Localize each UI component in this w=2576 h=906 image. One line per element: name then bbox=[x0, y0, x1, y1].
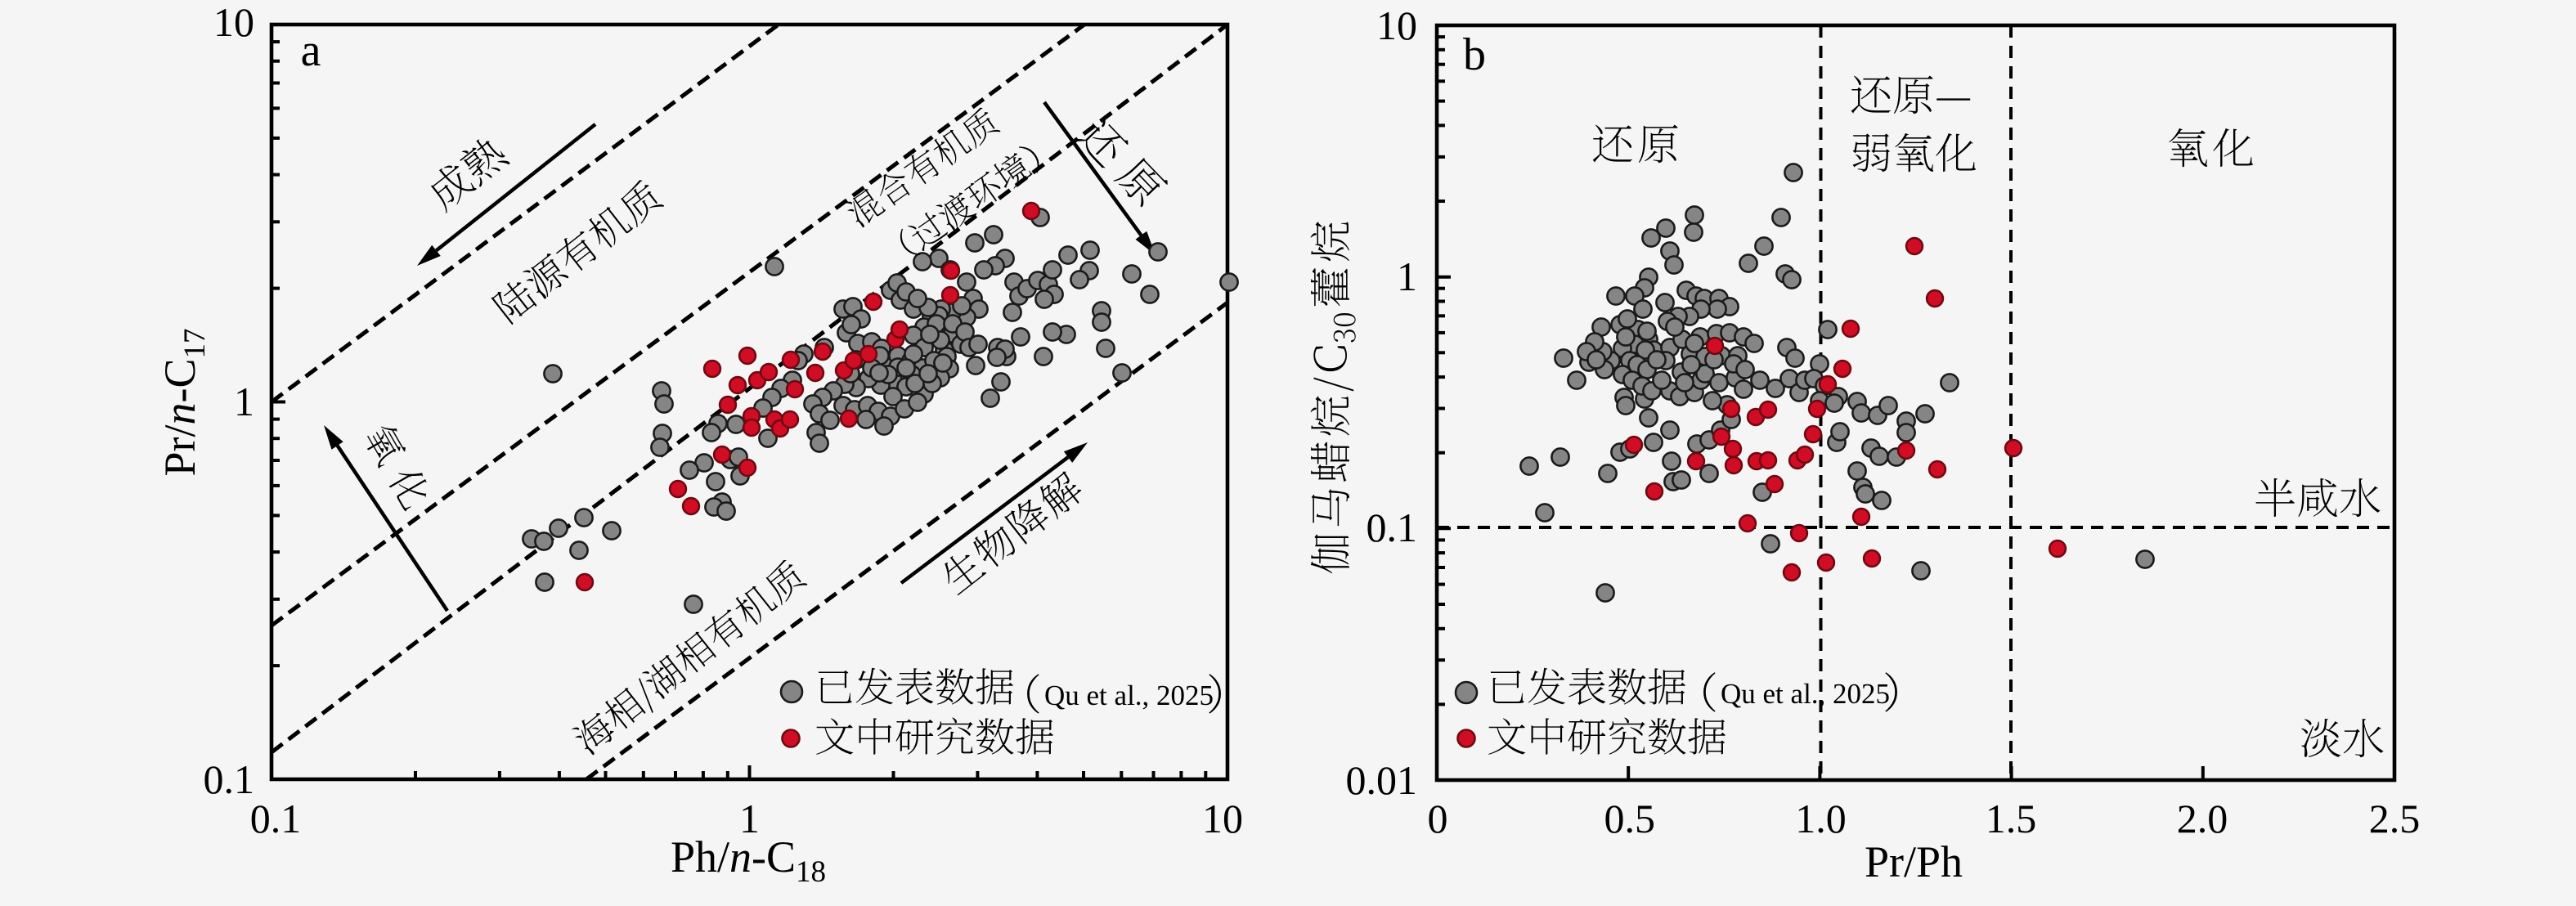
svg-text:0.1: 0.1 bbox=[1367, 505, 1418, 550]
svg-text:b: b bbox=[1463, 29, 1486, 80]
svg-text:2.0: 2.0 bbox=[2177, 796, 2228, 841]
svg-text:0.1: 0.1 bbox=[204, 756, 255, 802]
svg-text:1: 1 bbox=[739, 796, 760, 841]
svg-text:10: 10 bbox=[1376, 2, 1417, 48]
svg-text:1.5: 1.5 bbox=[1986, 796, 2037, 841]
svg-text:10: 10 bbox=[213, 0, 254, 45]
svg-text:1.0: 1.0 bbox=[1795, 796, 1847, 841]
svg-text:0.01: 0.01 bbox=[1346, 757, 1418, 803]
svg-text:Qu et al., 2025: Qu et al., 2025 bbox=[1044, 680, 1214, 711]
svg-text:0.1: 0.1 bbox=[250, 796, 302, 841]
svg-text:10: 10 bbox=[1202, 796, 1243, 841]
svg-text:0: 0 bbox=[1428, 796, 1448, 841]
svg-text:0.5: 0.5 bbox=[1604, 796, 1655, 841]
svg-text:2.5: 2.5 bbox=[2369, 796, 2421, 841]
svg-text:Pr/Ph: Pr/Ph bbox=[1865, 837, 1963, 886]
svg-text:1: 1 bbox=[234, 379, 254, 424]
svg-text:1: 1 bbox=[1397, 253, 1417, 299]
svg-text:a: a bbox=[301, 25, 321, 76]
svg-text:Qu et al., 2025: Qu et al., 2025 bbox=[1721, 678, 1890, 710]
